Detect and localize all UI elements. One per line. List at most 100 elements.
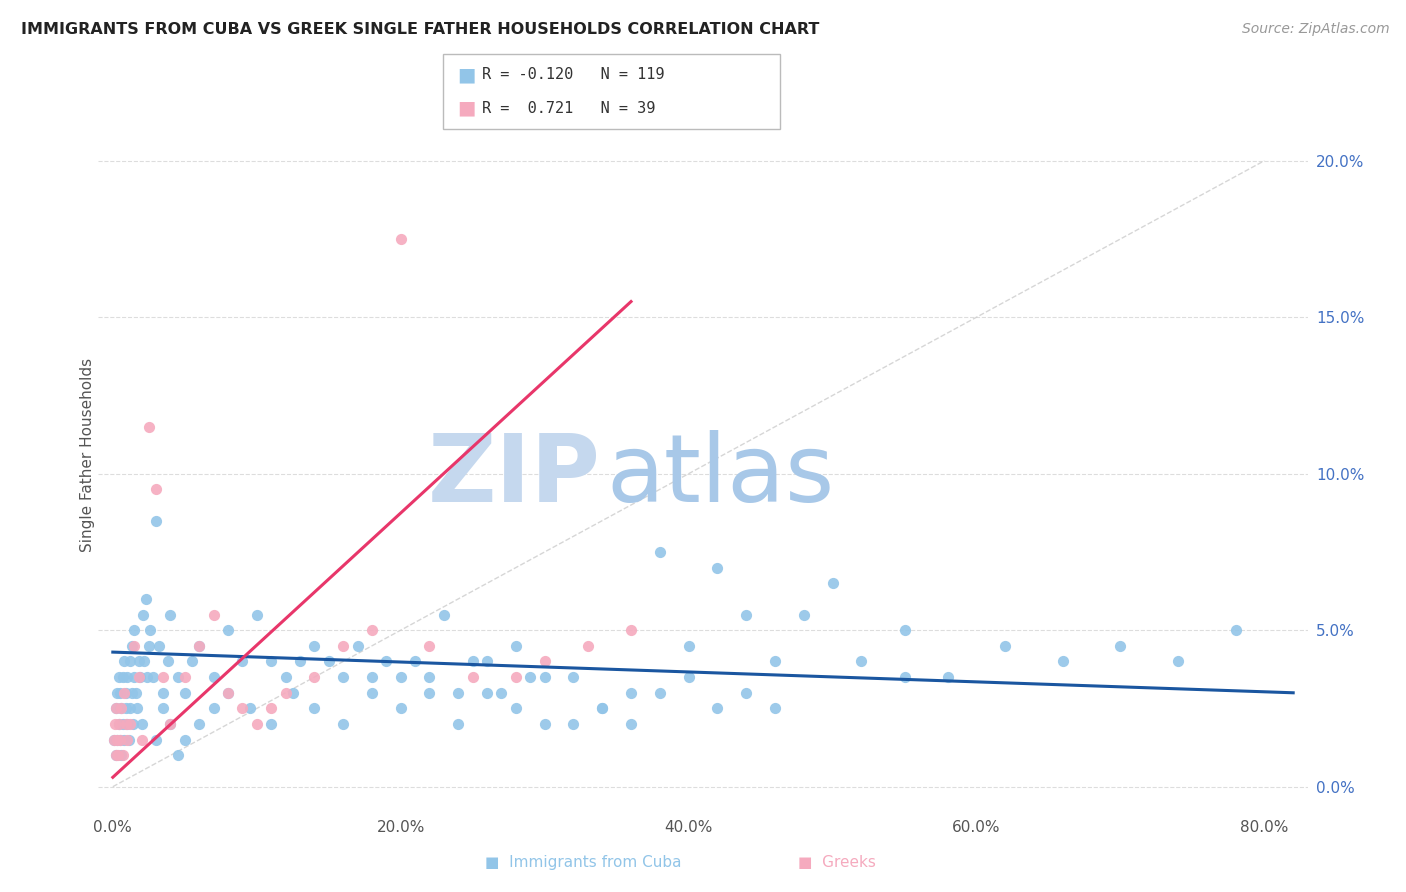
Point (114, 717, 136, 731)
Point (461, 655, 484, 669)
Point (107, 717, 129, 731)
Point (107, 748, 129, 763)
Point (152, 701, 174, 715)
Point (505, 670, 527, 684)
Point (122, 717, 145, 731)
Point (114, 686, 136, 700)
Point (128, 670, 150, 684)
Point (447, 717, 470, 731)
Point (281, 686, 304, 700)
Point (735, 607, 758, 622)
Point (418, 670, 440, 684)
Point (217, 686, 239, 700)
Point (375, 655, 398, 669)
Point (433, 607, 456, 622)
Point (129, 670, 152, 684)
Point (648, 686, 671, 700)
Point (138, 639, 160, 653)
Point (533, 670, 555, 684)
Point (389, 670, 412, 684)
Point (260, 717, 283, 731)
Point (104, 717, 127, 731)
Point (142, 670, 165, 684)
Point (562, 670, 585, 684)
Point (217, 623, 239, 637)
Point (108, 732, 131, 747)
Point (159, 607, 181, 622)
Point (591, 701, 613, 715)
Point (104, 748, 127, 763)
Point (461, 670, 484, 684)
Point (389, 232, 412, 246)
Point (112, 686, 135, 700)
Point (821, 576, 844, 591)
Point (936, 670, 959, 684)
Point (173, 686, 195, 700)
Point (505, 701, 527, 715)
Point (620, 623, 643, 637)
Point (121, 686, 143, 700)
Point (533, 655, 555, 669)
Point (735, 686, 758, 700)
Point (188, 639, 211, 653)
Text: R =  0.721   N = 39: R = 0.721 N = 39 (482, 101, 655, 116)
Point (475, 655, 498, 669)
Point (361, 623, 384, 637)
Point (166, 670, 188, 684)
Point (274, 686, 297, 700)
Point (108, 732, 131, 747)
Point (145, 732, 167, 747)
Point (304, 639, 326, 653)
Point (260, 701, 283, 715)
Point (181, 655, 204, 669)
Point (288, 655, 311, 669)
Point (678, 670, 700, 684)
Text: R = -0.120   N = 119: R = -0.120 N = 119 (482, 67, 665, 82)
Point (274, 670, 297, 684)
Point (217, 686, 239, 700)
Point (763, 701, 786, 715)
Point (166, 748, 188, 763)
Point (115, 732, 138, 747)
Point (156, 655, 179, 669)
Point (994, 639, 1017, 653)
Point (793, 607, 815, 622)
Point (418, 639, 440, 653)
Point (148, 639, 170, 653)
Point (114, 701, 136, 715)
Text: ■  Greeks: ■ Greeks (797, 855, 876, 870)
Point (893, 670, 915, 684)
Y-axis label: Single Father Households: Single Father Households (80, 358, 94, 552)
Point (107, 670, 129, 684)
Point (678, 639, 700, 653)
Point (127, 701, 149, 715)
Point (159, 717, 181, 731)
Point (120, 701, 142, 715)
Point (152, 670, 174, 684)
Point (1167, 655, 1189, 669)
Point (110, 748, 132, 763)
Point (124, 623, 146, 637)
Point (361, 670, 384, 684)
Point (110, 701, 132, 715)
Point (111, 670, 134, 684)
Point (173, 732, 195, 747)
Point (505, 639, 527, 653)
Point (475, 686, 498, 700)
Point (620, 686, 643, 700)
Point (105, 732, 128, 747)
Point (103, 732, 125, 747)
Point (105, 732, 128, 747)
Point (706, 701, 728, 715)
Text: ■: ■ (457, 99, 475, 118)
Point (112, 732, 135, 747)
Point (115, 717, 138, 731)
Point (108, 686, 131, 700)
Point (139, 623, 162, 637)
Point (145, 514, 167, 528)
Point (124, 670, 146, 684)
Point (346, 639, 368, 653)
Point (111, 717, 134, 731)
Point (188, 717, 211, 731)
Point (202, 607, 225, 622)
